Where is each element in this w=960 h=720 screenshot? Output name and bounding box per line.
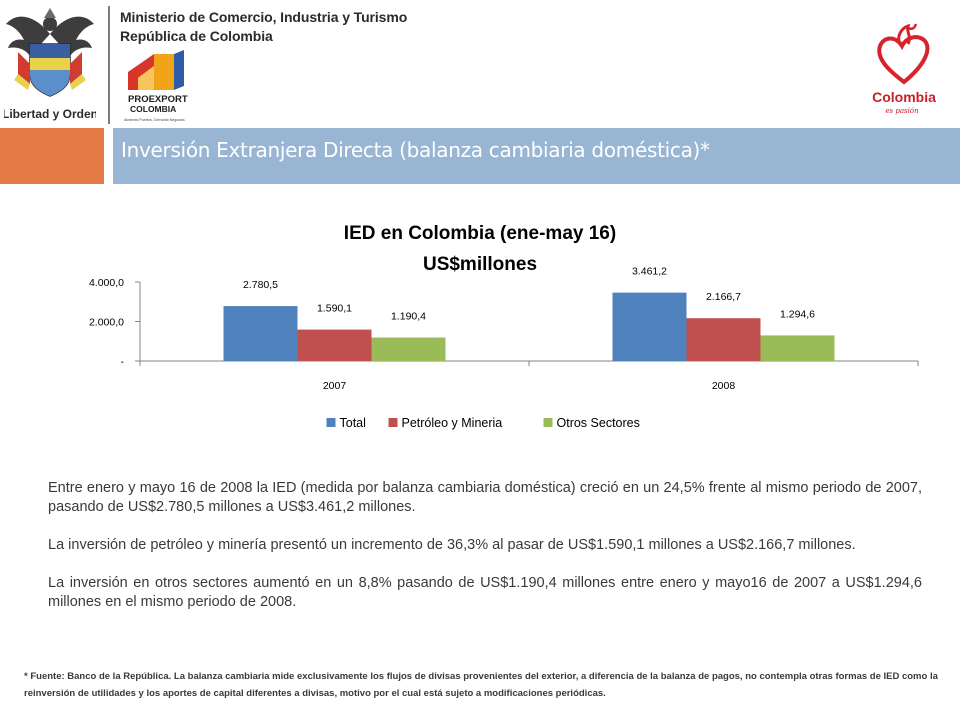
title-band [113, 128, 960, 184]
chart-title-line-1: IED en Colombia (ene-may 16) [344, 223, 616, 244]
bar-total-2008 [612, 292, 687, 361]
data-label: 2.780,5 [243, 279, 278, 291]
chart-canvas: IED en Colombia (ene-may 16) US$millones… [89, 223, 919, 430]
ministry-name: Ministerio de Comercio, Industria y Turi… [120, 8, 407, 46]
proexport-logo: PROEXPORT COLOMBIA Abriendo Puertos, Cer… [124, 50, 188, 122]
bar-petr-leo-y-mineria-2008 [686, 318, 761, 361]
proexport-tagline: Abriendo Puertos, Cerrando Negocios [124, 118, 185, 122]
y-tick-label: - [121, 356, 125, 368]
analysis-paragraph-3: La inversión en otros sectores aumentó e… [48, 575, 922, 610]
x-tick-label: 2007 [323, 380, 347, 392]
header-divider [108, 6, 110, 124]
analysis-paragraph-2: La inversión de petróleo y minería prese… [48, 537, 856, 553]
bar-otros-sectores-2007 [371, 337, 446, 361]
chart-title-line-2: US$millones [423, 254, 537, 275]
bar-total-2007 [223, 306, 298, 361]
data-label: 2.166,7 [706, 291, 741, 303]
coat-motto: Libertad y Orden [4, 107, 96, 121]
x-tick-label: 2008 [712, 380, 736, 392]
analysis-text: Entre enero y mayo 16 de 2008 la IED (me… [48, 479, 922, 631]
brand-name: Colombia [872, 89, 936, 105]
proexport-country: COLOMBIA [130, 104, 176, 114]
legend-swatch [388, 418, 398, 427]
bar-chart: IED en Colombia (ene-may 16) US$millones… [40, 208, 920, 460]
legend-entry: Otros Sectores [557, 416, 640, 430]
data-label: 1.190,4 [391, 310, 426, 322]
legend-entry: Petróleo y Mineria [402, 416, 503, 430]
y-tick-label: 4.000,0 [89, 277, 124, 289]
analysis-paragraph-1: Entre enero y mayo 16 de 2008 la IED (me… [48, 480, 922, 515]
y-tick-label: 2.000,0 [89, 317, 124, 329]
legend-swatch [326, 418, 336, 427]
data-label: 3.461,2 [632, 266, 667, 278]
title-band-accent [0, 128, 104, 184]
bar-petr-leo-y-mineria-2007 [297, 329, 372, 361]
brand-tagline: es pasión [885, 107, 919, 115]
data-label: 1.294,6 [780, 308, 815, 320]
coat-of-arms-logo: Libertad y Orden [4, 8, 96, 121]
header: Libertad y Orden Ministerio de Comercio,… [0, 0, 960, 128]
colombia-brand-logo: Colombia es pasión [872, 23, 936, 115]
legend-entry: Total [340, 416, 366, 430]
bar-otros-sectores-2008 [760, 335, 835, 361]
proexport-name: PROEXPORT [128, 94, 188, 105]
source-footnote: * Fuente: Banco de la República. La bala… [24, 671, 938, 699]
data-label: 1.590,1 [317, 303, 352, 315]
ministry-line-2: República de Colombia [120, 28, 273, 44]
legend-swatch [543, 418, 553, 427]
ministry-line-1: Ministerio de Comercio, Industria y Turi… [120, 9, 408, 25]
page-title: Inversión Extranjera Directa (balanza ca… [121, 138, 710, 162]
